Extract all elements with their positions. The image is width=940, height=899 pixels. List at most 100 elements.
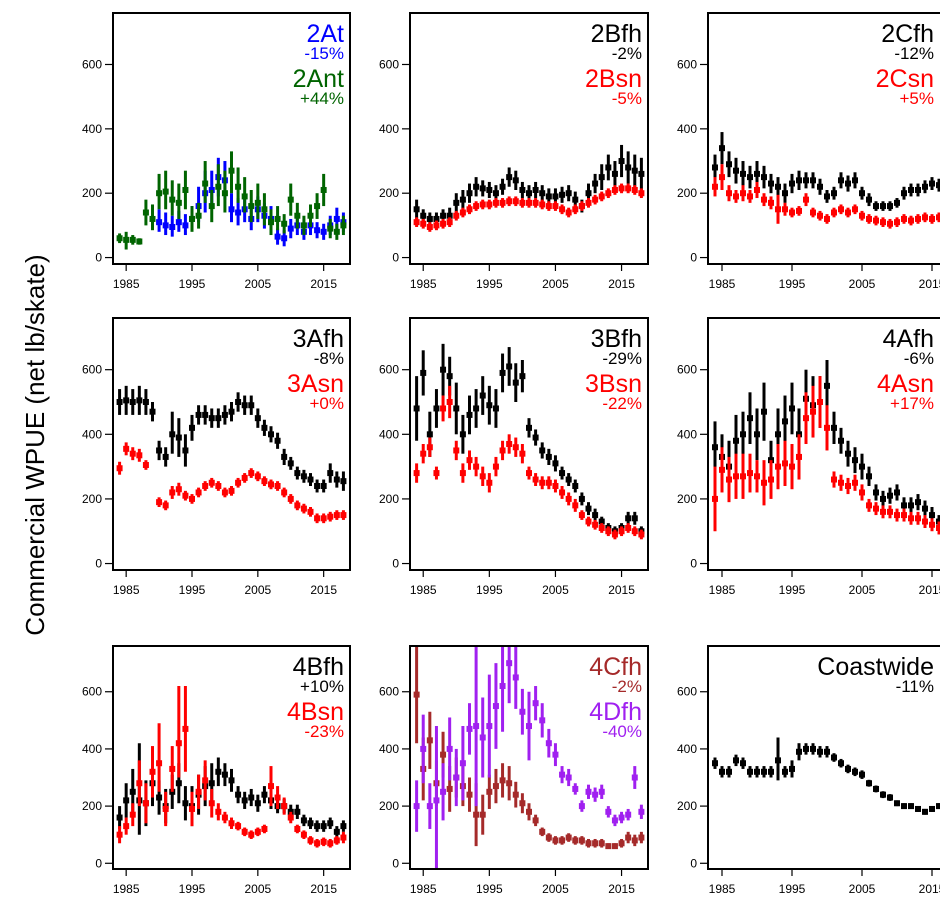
data-point bbox=[859, 212, 865, 219]
data-point bbox=[300, 473, 307, 480]
panel-pct-3bsn: -22% bbox=[602, 394, 642, 413]
data-point bbox=[559, 837, 566, 844]
data-point bbox=[894, 512, 900, 519]
data-point bbox=[221, 814, 228, 821]
data-point bbox=[552, 751, 559, 758]
data-point bbox=[195, 788, 202, 795]
x-tick-label: 1985 bbox=[709, 882, 736, 896]
data-point bbox=[625, 185, 632, 192]
panel-coastwide: 0 200 400 600 1985 1995 2005 2015 Coastwide-11% bbox=[677, 645, 940, 896]
data-point bbox=[433, 222, 440, 229]
data-point bbox=[631, 186, 638, 193]
data-point bbox=[532, 434, 539, 441]
data-point bbox=[413, 206, 420, 213]
x-tick-label: 2005 bbox=[244, 277, 271, 291]
data-point bbox=[803, 196, 809, 203]
data-point bbox=[598, 193, 605, 200]
data-point bbox=[420, 450, 427, 457]
data-point bbox=[838, 177, 844, 184]
data-point bbox=[446, 399, 453, 405]
panel-pct-4dfh: -40% bbox=[602, 722, 642, 741]
data-point bbox=[733, 167, 739, 174]
y-tick-label: 200 bbox=[82, 799, 102, 813]
data-point bbox=[228, 820, 235, 827]
data-point bbox=[638, 190, 645, 197]
data-point bbox=[473, 463, 480, 470]
series-coastwide bbox=[712, 737, 940, 815]
data-point bbox=[333, 512, 340, 519]
data-point bbox=[625, 164, 632, 171]
data-point bbox=[156, 760, 163, 767]
panel-pct-4bfh: +10% bbox=[300, 677, 344, 696]
data-point bbox=[473, 183, 480, 190]
y-tick-label: 600 bbox=[677, 685, 697, 699]
data-point bbox=[261, 424, 268, 431]
data-point bbox=[532, 476, 539, 483]
data-point bbox=[294, 212, 301, 219]
data-point bbox=[572, 502, 579, 509]
data-point bbox=[539, 190, 546, 197]
data-point bbox=[499, 199, 506, 206]
y-tick-label: 600 bbox=[379, 363, 399, 377]
data-point bbox=[592, 521, 599, 528]
x-tick-label: 2005 bbox=[542, 882, 569, 896]
data-point bbox=[300, 831, 307, 838]
data-point bbox=[539, 201, 546, 208]
data-point bbox=[466, 206, 473, 213]
series-3asn bbox=[116, 442, 347, 524]
data-point bbox=[611, 170, 618, 177]
y-tick-label: 0 bbox=[690, 251, 697, 265]
data-point bbox=[625, 834, 632, 841]
data-point bbox=[726, 768, 732, 775]
x-tick-label: 2015 bbox=[919, 277, 940, 291]
data-point bbox=[585, 505, 592, 512]
data-point bbox=[123, 397, 130, 404]
data-point bbox=[532, 199, 539, 206]
data-point bbox=[254, 199, 261, 206]
data-point bbox=[526, 199, 532, 206]
panel-frame bbox=[112, 645, 351, 870]
panel-pct-2bfh: -2% bbox=[612, 44, 642, 63]
data-point bbox=[747, 768, 753, 775]
data-point bbox=[486, 402, 493, 409]
data-point bbox=[740, 170, 746, 177]
data-point bbox=[824, 382, 830, 389]
data-point bbox=[929, 512, 935, 519]
data-point bbox=[824, 424, 830, 431]
panel-pct-2bsn: -5% bbox=[612, 89, 642, 108]
data-point bbox=[248, 402, 255, 409]
data-point bbox=[142, 209, 149, 216]
data-point bbox=[248, 470, 255, 477]
data-point bbox=[719, 174, 725, 181]
data-point bbox=[712, 495, 718, 502]
data-point bbox=[873, 785, 879, 792]
data-point bbox=[929, 215, 935, 222]
data-point bbox=[241, 402, 248, 409]
data-point bbox=[712, 183, 718, 190]
data-point bbox=[433, 470, 440, 477]
data-point bbox=[908, 515, 914, 522]
data-point bbox=[545, 193, 552, 200]
data-point bbox=[215, 415, 222, 422]
x-tick-label: 2015 bbox=[608, 882, 635, 896]
data-point bbox=[261, 791, 268, 798]
panel-pct-2ant: +44% bbox=[300, 89, 344, 108]
data-point bbox=[208, 800, 215, 807]
data-point bbox=[420, 212, 427, 219]
data-point bbox=[901, 502, 907, 509]
data-point bbox=[638, 170, 645, 177]
data-point bbox=[605, 528, 612, 535]
data-point bbox=[281, 489, 288, 496]
data-point bbox=[215, 483, 222, 489]
panel-label-4dfh: 4Dfh bbox=[589, 698, 642, 726]
data-point bbox=[552, 483, 559, 489]
data-point bbox=[625, 515, 632, 522]
data-point bbox=[726, 161, 732, 168]
data-point bbox=[215, 768, 222, 775]
data-point bbox=[202, 777, 209, 784]
data-point bbox=[136, 452, 143, 459]
data-point bbox=[545, 453, 552, 460]
y-tick-label: 400 bbox=[379, 122, 399, 136]
data-point bbox=[585, 840, 592, 847]
data-point bbox=[116, 831, 123, 838]
